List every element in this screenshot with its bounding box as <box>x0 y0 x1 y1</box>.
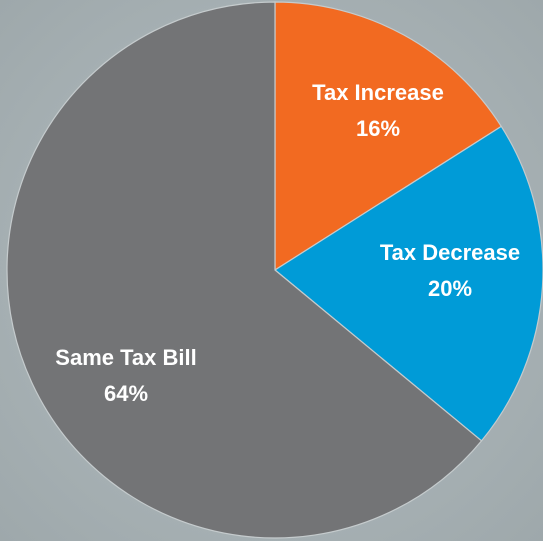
pie-slices <box>6 1 543 539</box>
pie-slice-tax-increase <box>274 1 503 272</box>
slice-value-label: 20% <box>428 276 472 301</box>
slice-value-label: 64% <box>104 381 148 406</box>
slice-label: Tax Decrease <box>380 240 520 265</box>
slice-label: Same Tax Bill <box>55 345 196 370</box>
slice-label: Tax Increase <box>312 80 444 105</box>
slice-value-label: 16% <box>356 116 400 141</box>
pie-slice-same-tax-bill <box>6 1 483 539</box>
pie-slice-tax-decrease <box>273 125 543 442</box>
pie-labels: Tax Increase 16% Tax Decrease 20% Same Tax B… <box>55 80 520 406</box>
